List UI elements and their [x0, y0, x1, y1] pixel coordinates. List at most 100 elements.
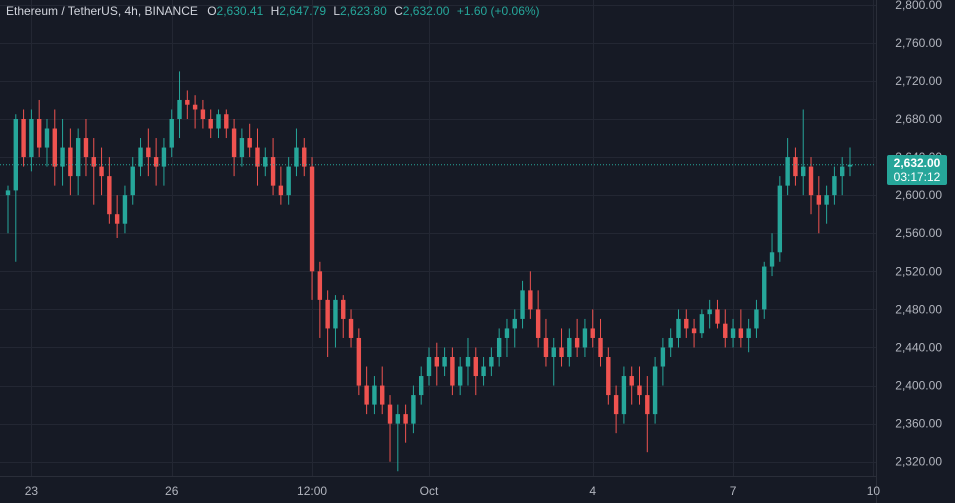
- candle-body: [645, 395, 650, 415]
- candle-body: [551, 347, 556, 357]
- time-tick-label: 12:00: [297, 484, 327, 498]
- candle-body: [785, 157, 790, 186]
- candle: [762, 261, 767, 319]
- candle: [691, 318, 697, 348]
- candle: [107, 157, 112, 224]
- price-tick-label: 2,480.00: [895, 302, 942, 316]
- candle-body: [590, 328, 595, 338]
- candle-body: [153, 157, 159, 167]
- candle-body: [231, 128, 237, 158]
- low-value: 2,623.80: [340, 4, 387, 18]
- candle-body: [263, 157, 268, 167]
- candle: [356, 328, 362, 396]
- candle: [645, 376, 650, 453]
- candle-body: [691, 328, 697, 334]
- symbol-label: Ethereum / TetherUS, 4h, BINANCE: [6, 4, 198, 18]
- price-axis[interactable]: 2,800.002,760.002,720.002,680.002,640.00…: [876, 0, 943, 503]
- candle: [668, 328, 673, 357]
- open-value: 2,630.41: [216, 4, 264, 18]
- high-value: 2,647.79: [279, 4, 326, 18]
- candle-body: [652, 366, 658, 415]
- candle-body: [161, 147, 167, 167]
- candle: [590, 309, 595, 348]
- candle-body: [247, 138, 252, 148]
- candle: [738, 309, 744, 348]
- candle: [177, 71, 182, 139]
- candle: [567, 328, 572, 367]
- candle: [730, 318, 736, 348]
- candle: [333, 295, 338, 348]
- candle-body: [317, 271, 323, 300]
- candle: [419, 366, 424, 405]
- close-label: C: [394, 4, 403, 18]
- candle-body: [434, 357, 439, 367]
- candle: [29, 109, 34, 172]
- candle-body: [426, 357, 432, 377]
- candle: [816, 176, 822, 234]
- candle: [450, 347, 455, 396]
- candle: [231, 119, 237, 177]
- candle: [36, 99, 42, 158]
- candle: [348, 309, 354, 348]
- candle-body: [356, 337, 362, 386]
- candle-body: [808, 166, 814, 196]
- price-tick-label: 2,600.00: [895, 188, 942, 202]
- candle: [723, 309, 728, 348]
- candle-body: [364, 385, 369, 405]
- candle: [153, 138, 159, 186]
- candle: [91, 138, 96, 205]
- candle-body: [465, 357, 471, 367]
- time-tick-label: 10: [867, 484, 881, 498]
- candle-body: [699, 314, 705, 334]
- candle: [200, 99, 206, 129]
- candle: [68, 128, 73, 196]
- time-tick-label: 7: [730, 484, 737, 498]
- candle: [83, 119, 89, 177]
- candle-body: [746, 328, 751, 338]
- candle: [302, 138, 307, 177]
- candle-body: [520, 290, 525, 319]
- candle: [621, 366, 627, 424]
- candle-body: [840, 166, 845, 177]
- candle: [489, 347, 494, 377]
- price-tick-label: 2,360.00: [895, 417, 942, 431]
- candle: [146, 128, 151, 177]
- last-price-tag: 2,632.00 03:17:12: [887, 154, 947, 185]
- candle-body: [613, 395, 619, 415]
- candle-body: [457, 366, 463, 386]
- time-tick-label: Oct: [420, 484, 439, 498]
- candle-body: [676, 318, 681, 338]
- candle: [294, 128, 299, 177]
- candle-body: [5, 190, 11, 196]
- candle-body: [606, 357, 611, 396]
- candle-body: [723, 323, 728, 338]
- candle: [543, 318, 549, 367]
- time-tick-label: 23: [25, 484, 39, 498]
- candle-body: [216, 114, 221, 129]
- candle: [535, 290, 541, 348]
- candle-body: [177, 99, 182, 119]
- time-tick-label: 4: [589, 484, 596, 498]
- candle-body: [270, 157, 276, 186]
- candle-body: [185, 99, 190, 105]
- candle-body: [777, 185, 783, 253]
- candle-body: [824, 195, 829, 205]
- bar-countdown: 03:17:12: [893, 169, 941, 184]
- candle-body: [769, 252, 775, 267]
- candle: [808, 157, 814, 215]
- candle-body: [75, 138, 81, 177]
- candle-body: [122, 195, 128, 224]
- candle-body: [99, 166, 104, 177]
- candle: [699, 309, 705, 338]
- candle: [520, 280, 525, 329]
- candle: [606, 347, 611, 405]
- candle: [169, 109, 174, 158]
- candle-body: [496, 337, 502, 357]
- candle-body: [21, 119, 26, 158]
- candle-body: [754, 309, 759, 329]
- candle: [559, 328, 564, 367]
- price-tick-label: 2,440.00: [895, 340, 942, 354]
